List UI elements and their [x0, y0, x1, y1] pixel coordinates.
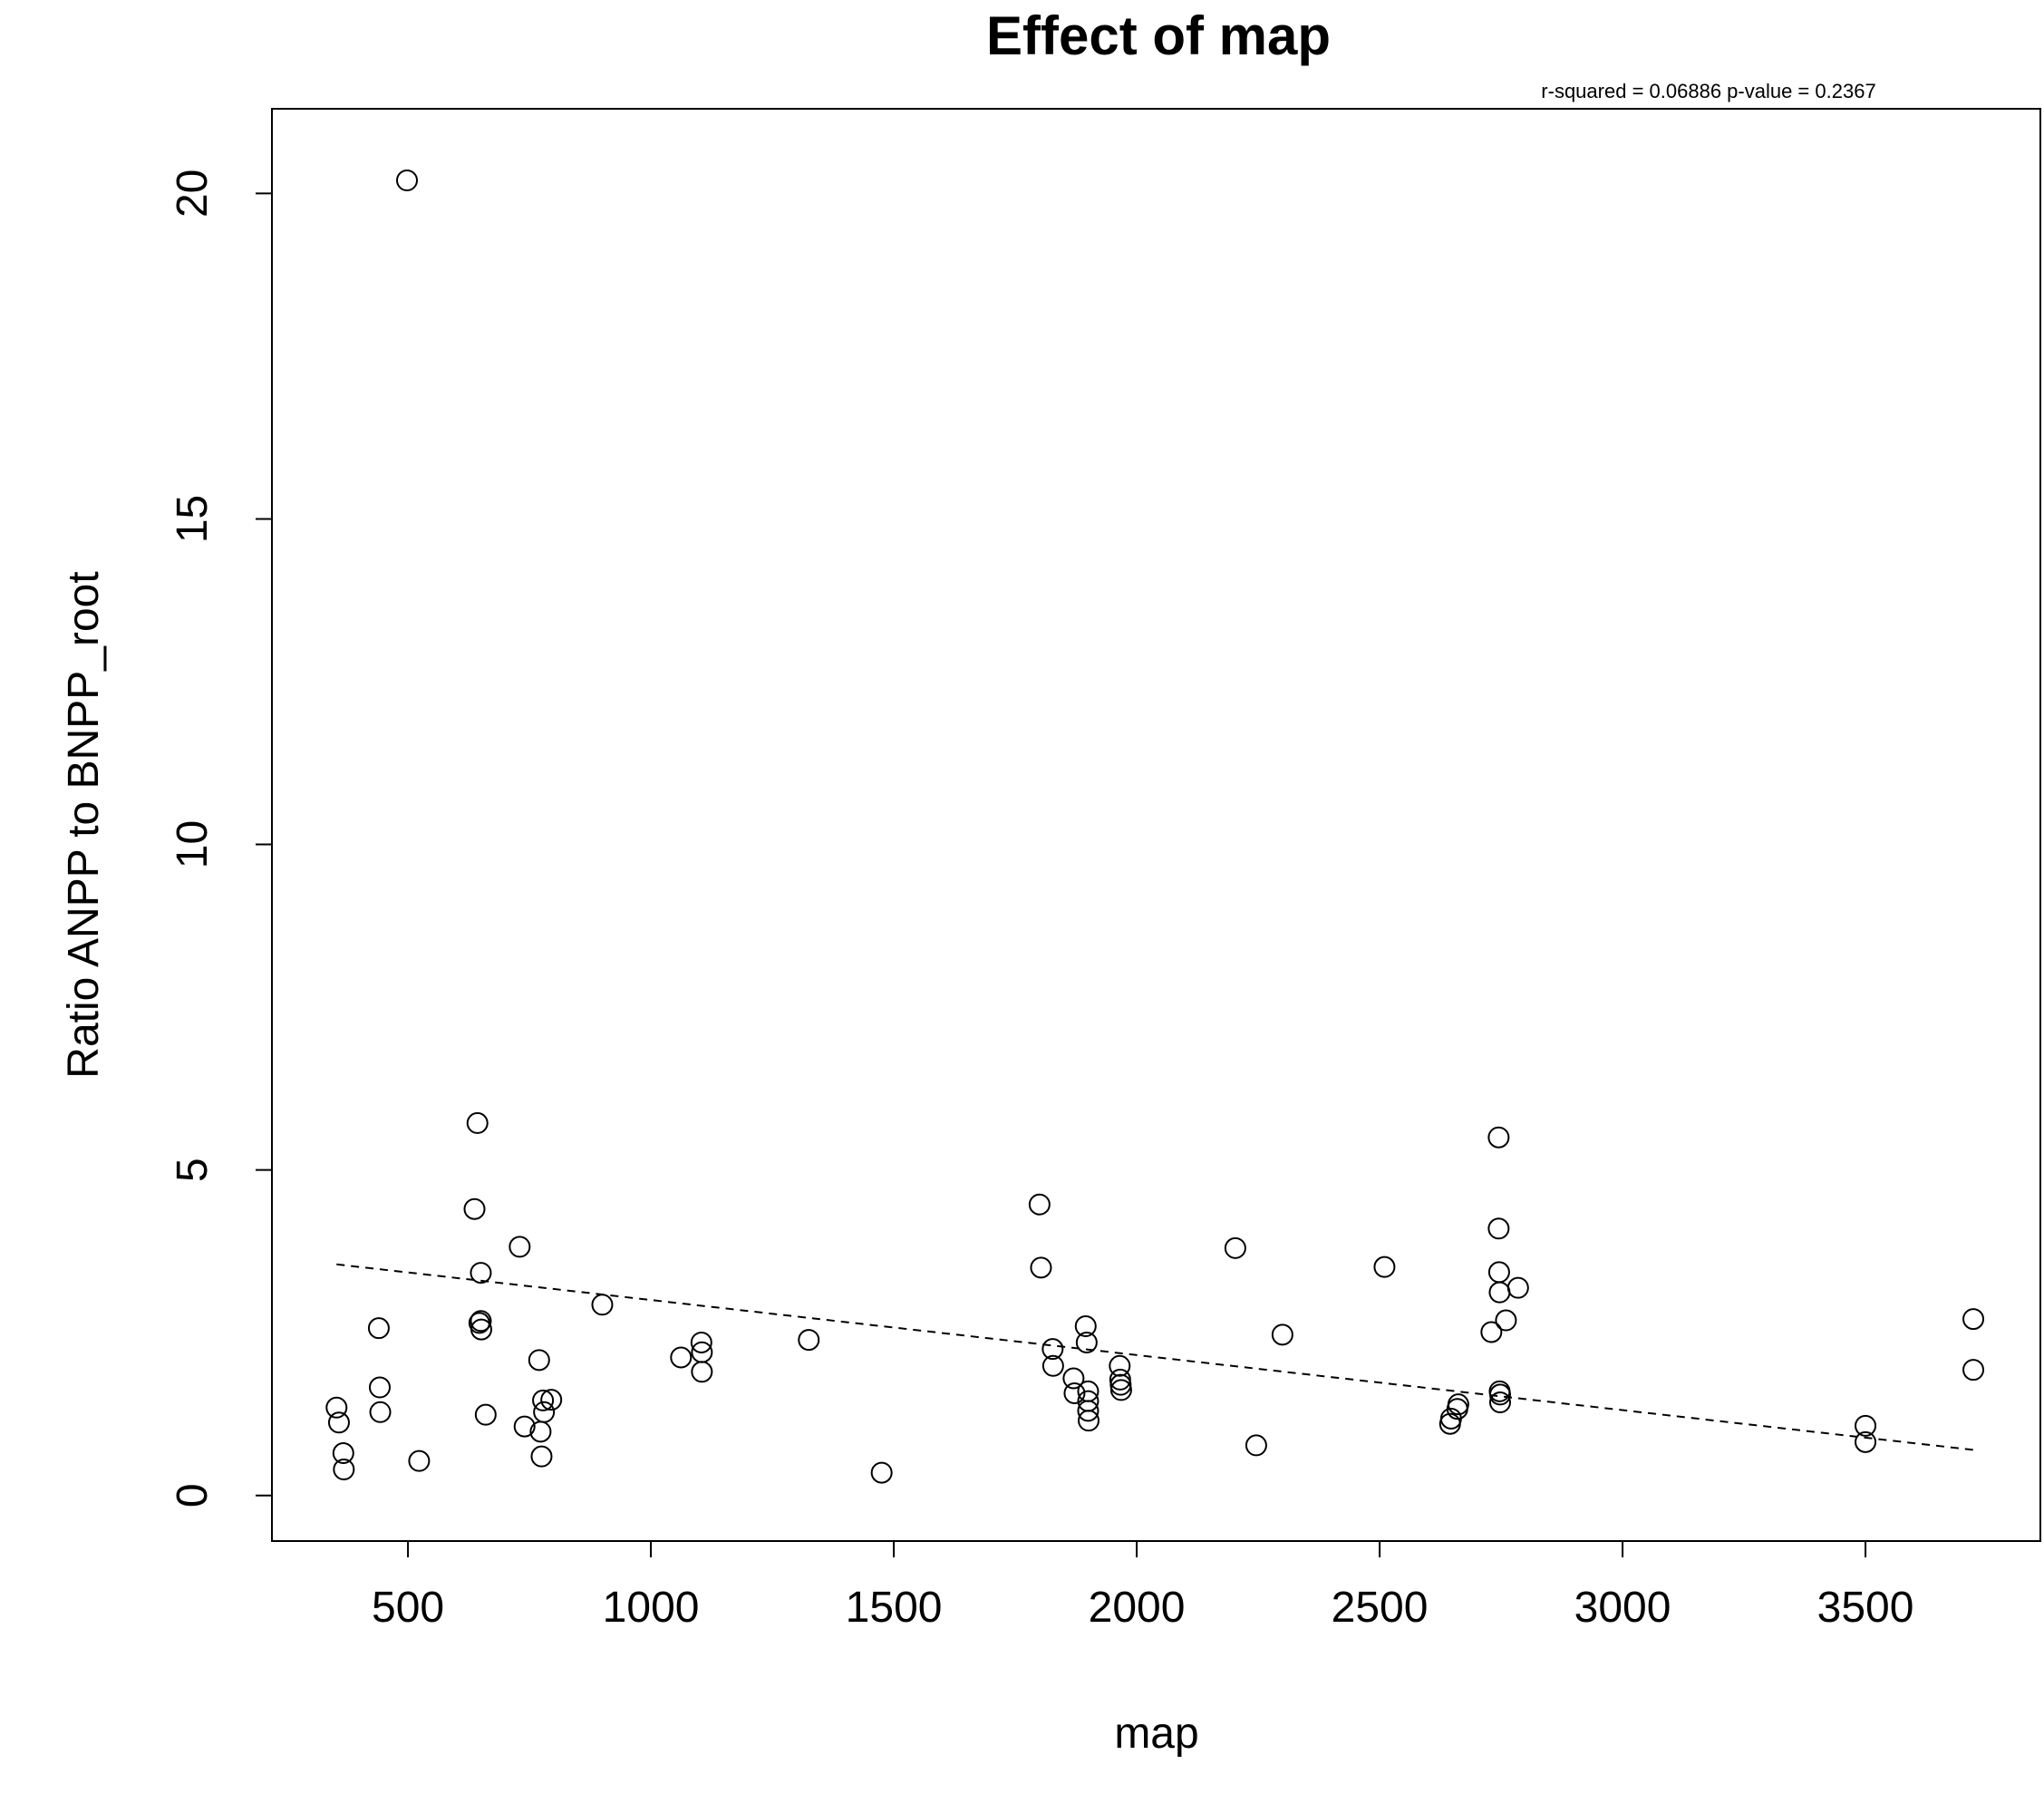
data-point	[1075, 1331, 1098, 1353]
data-point	[509, 1236, 531, 1258]
data-point	[396, 170, 419, 191]
data-point	[327, 1411, 350, 1434]
data-point	[369, 1401, 392, 1423]
y-axis: 0 5 10 15 20	[169, 170, 273, 1508]
data-point	[1109, 1354, 1131, 1377]
data-point	[1063, 1382, 1086, 1404]
y-tick-label: 20	[169, 170, 217, 218]
data-point	[325, 1396, 348, 1419]
data-point	[1488, 1391, 1511, 1414]
data-point	[1109, 1379, 1132, 1401]
chart-title: Effect of map	[986, 5, 1331, 66]
data-point	[1041, 1338, 1064, 1361]
data-point	[1962, 1308, 1985, 1331]
data-point	[408, 1449, 431, 1472]
x-tick-label: 2000	[1089, 1584, 1186, 1632]
data-point	[1030, 1256, 1052, 1279]
data-point	[333, 1459, 355, 1480]
data-point	[332, 1442, 354, 1465]
data-point	[1028, 1193, 1051, 1216]
data-point	[1855, 1414, 1877, 1437]
data-point	[1041, 1354, 1064, 1377]
data-point	[1488, 1383, 1511, 1406]
data-point	[1077, 1400, 1099, 1422]
chart-subtitle-stats: r-squared = 0.06886 p-value = 0.2367	[1541, 80, 1875, 102]
data-point	[470, 1310, 492, 1333]
data-point	[1506, 1276, 1529, 1299]
data-point	[798, 1329, 820, 1352]
data-point	[367, 1317, 390, 1340]
data-points	[325, 170, 1985, 1484]
data-point	[1245, 1434, 1267, 1457]
data-point	[530, 1445, 553, 1468]
x-axis-label: map	[1114, 1710, 1198, 1758]
x-tick-label: 1500	[846, 1584, 943, 1632]
data-point	[1488, 1281, 1511, 1304]
data-point	[1447, 1393, 1469, 1416]
data-point	[1062, 1367, 1085, 1390]
plot-frame	[271, 108, 2041, 1542]
data-point	[1077, 1410, 1099, 1432]
data-point	[690, 1331, 712, 1353]
data-point	[1271, 1323, 1293, 1346]
data-point	[528, 1349, 550, 1372]
data-point	[1962, 1359, 1985, 1382]
data-point	[1495, 1309, 1517, 1332]
data-point	[470, 1318, 493, 1341]
data-point	[1480, 1321, 1503, 1343]
x-tick-label: 500	[372, 1584, 444, 1632]
data-point	[870, 1461, 893, 1484]
data-point	[533, 1401, 556, 1423]
data-point	[1074, 1315, 1097, 1337]
x-tick-label: 3500	[1817, 1584, 1914, 1632]
data-point	[466, 1111, 489, 1134]
data-point	[474, 1403, 497, 1426]
data-point	[1224, 1236, 1246, 1259]
regression-line	[336, 1263, 1974, 1451]
fit-line	[336, 1263, 1974, 1451]
x-tick-label: 1000	[603, 1584, 700, 1632]
x-tick-label: 3000	[1574, 1584, 1671, 1632]
x-axis: 500 1000 1500 2000 2500 3000 3500	[372, 1540, 1914, 1632]
data-point	[463, 1197, 486, 1220]
y-axis-label: Ratio ANPP to BNPP_root	[60, 571, 108, 1078]
x-tick-label: 2500	[1332, 1584, 1429, 1632]
data-point	[1487, 1261, 1510, 1284]
y-tick-label: 0	[169, 1483, 217, 1508]
data-point	[470, 1262, 492, 1285]
data-point	[513, 1415, 536, 1438]
data-point	[691, 1361, 713, 1383]
data-point	[532, 1389, 555, 1411]
y-tick-label: 15	[169, 495, 217, 543]
data-point	[368, 1376, 391, 1399]
y-tick-label: 5	[169, 1158, 217, 1182]
y-tick-label: 10	[169, 820, 217, 868]
data-point	[1855, 1430, 1877, 1453]
data-point	[540, 1389, 563, 1411]
data-point	[670, 1346, 693, 1369]
data-point	[1487, 1126, 1510, 1149]
data-point	[1373, 1256, 1396, 1278]
data-point	[1487, 1217, 1510, 1240]
data-point	[591, 1294, 614, 1316]
